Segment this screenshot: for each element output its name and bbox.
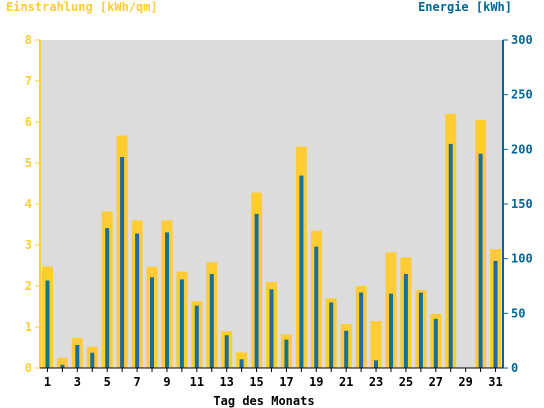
- x-tick-label: 21: [339, 375, 353, 389]
- energy-bar-day-21: [344, 330, 349, 368]
- energy-bar-day-14: [239, 359, 244, 368]
- right-tick-label: 100: [511, 252, 533, 266]
- energy-bar-day-7: [135, 233, 140, 368]
- energy-bar-day-15: [254, 213, 259, 368]
- left-tick-label: 7: [25, 74, 32, 88]
- energy-bar-day-22: [359, 292, 364, 368]
- left-tick-label: 4: [25, 197, 32, 211]
- right-tick-label: 250: [511, 88, 533, 102]
- energy-bar-day-17: [284, 339, 289, 368]
- energy-bar-day-3: [75, 345, 80, 368]
- x-tick-label: 7: [133, 375, 140, 389]
- energy-bar-day-6: [120, 157, 125, 368]
- x-tick-label: 19: [309, 375, 323, 389]
- x-tick-label: 29: [458, 375, 472, 389]
- left-tick-label: 1: [25, 320, 32, 334]
- left-tick-label: 3: [25, 238, 32, 252]
- left-tick-label: 6: [25, 115, 32, 129]
- energy-bar-day-2: [60, 364, 65, 368]
- energy-bar-day-9: [165, 232, 169, 368]
- energy-bar-day-20: [329, 302, 334, 368]
- energy-bar-day-16: [269, 289, 274, 368]
- energy-bar-day-27: [433, 318, 438, 368]
- energy-bar-day-10: [179, 279, 184, 368]
- energy-bar-day-28: [448, 143, 453, 368]
- irradiation-bar-day-23: [370, 320, 382, 368]
- energy-bar-day-26: [418, 292, 423, 368]
- right-axis-title: Energie [kWh]: [418, 0, 512, 14]
- energy-bar-day-4: [90, 352, 95, 368]
- energy-bar-day-13: [224, 335, 229, 368]
- energy-bar-day-18: [299, 175, 304, 368]
- x-tick-label: 27: [429, 375, 443, 389]
- x-tick-label: 5: [104, 375, 111, 389]
- energy-bar-day-12: [209, 274, 214, 368]
- x-tick-label: 9: [163, 375, 170, 389]
- x-tick-label: 1: [44, 375, 51, 389]
- left-tick-label: 8: [25, 33, 32, 47]
- energy-bar-day-25: [403, 274, 408, 368]
- x-tick-label: 11: [190, 375, 204, 389]
- energy-bar-day-5: [105, 228, 110, 368]
- x-tick-label: 15: [249, 375, 263, 389]
- x-tick-label: 31: [488, 375, 502, 389]
- left-tick-label: 5: [25, 156, 32, 170]
- right-tick-label: 0: [511, 361, 518, 375]
- energy-bar-day-31: [493, 260, 498, 368]
- bars-layer: [42, 113, 501, 369]
- energy-bar-day-8: [150, 277, 154, 368]
- x-tick-label: 3: [74, 375, 81, 389]
- energy-bar-day-1: [45, 280, 50, 368]
- left-axis-title: Einstrahlung [kWh/qm]: [6, 0, 158, 14]
- energy-bar-day-11: [194, 305, 199, 368]
- energy-bar-day-23: [374, 360, 378, 368]
- right-tick-label: 300: [511, 33, 533, 47]
- right-tick-label: 200: [511, 142, 533, 156]
- x-tick-label: 25: [399, 375, 413, 389]
- energy-bar-day-19: [314, 246, 319, 368]
- irradiation-bar-day-2: [56, 357, 68, 369]
- x-tick-label: 23: [369, 375, 383, 389]
- x-axis-title: Tag des Monats: [213, 394, 314, 408]
- x-tick-label: 17: [279, 375, 293, 389]
- x-tick-label: 13: [219, 375, 233, 389]
- right-tick-label: 50: [511, 306, 525, 320]
- left-tick-label: 0: [25, 361, 32, 375]
- energy-bar-day-30: [478, 153, 483, 368]
- right-tick-label: 150: [511, 197, 533, 211]
- energy-bar-day-24: [389, 293, 393, 368]
- left-tick-label: 2: [25, 279, 32, 293]
